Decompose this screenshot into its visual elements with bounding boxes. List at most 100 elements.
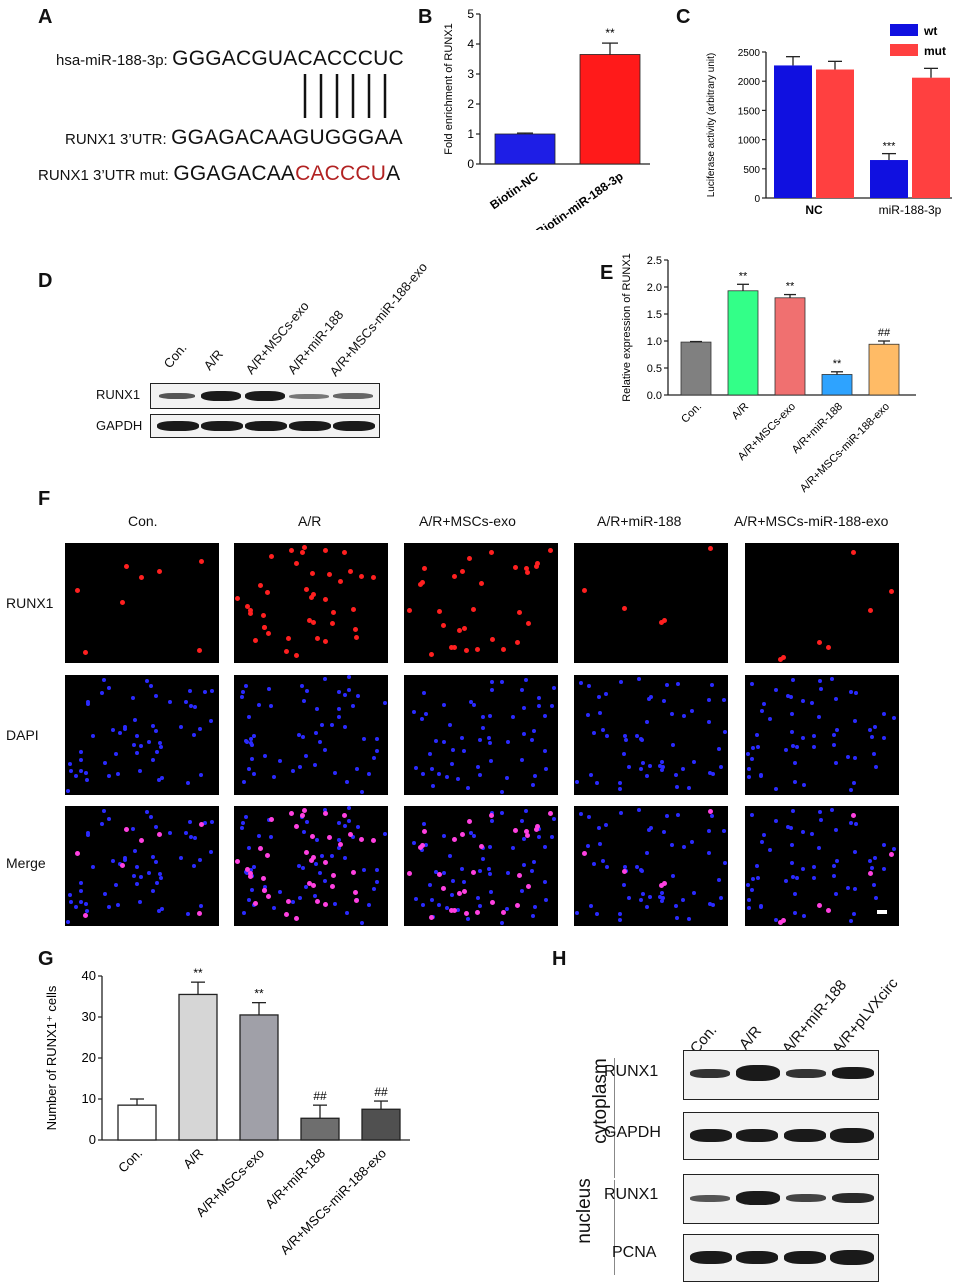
cell-dot xyxy=(429,651,435,657)
nucleus-dot xyxy=(249,867,254,872)
nucleus-dot xyxy=(675,916,680,921)
nucleus-dot xyxy=(480,715,485,720)
nucleus-dot xyxy=(747,905,752,910)
nucleus-dot xyxy=(817,810,822,815)
nucleus-dot xyxy=(817,714,822,719)
y-axis-label: Number of RUNX1⁺ cells xyxy=(44,985,59,1130)
nucleus-dot xyxy=(751,745,756,750)
nucleus-dot xyxy=(488,844,493,849)
cell-dot xyxy=(582,587,588,593)
cell-dot xyxy=(466,819,472,825)
bar xyxy=(870,160,908,198)
nucleus-dot xyxy=(692,759,697,764)
nucleus-dot xyxy=(301,865,306,870)
nucleus-dot xyxy=(450,893,455,898)
cell-dot xyxy=(816,639,822,645)
nucleus-dot xyxy=(575,910,580,915)
y-tick-label: 1500 xyxy=(738,106,761,117)
nucleus-dot xyxy=(873,765,878,770)
nucleus-dot xyxy=(133,848,138,853)
nucleus-dot xyxy=(242,779,247,784)
nucleus-dot xyxy=(521,706,526,711)
nucleus-dot xyxy=(790,808,795,813)
nucleus-dot xyxy=(317,870,322,875)
nucleus-dot xyxy=(604,733,609,738)
nucleus-dot xyxy=(362,736,367,741)
nucleus-dot xyxy=(178,724,183,729)
y-tick-label: 1.5 xyxy=(647,309,662,321)
x-tick-label: NC xyxy=(805,203,823,217)
nucleus-dot xyxy=(670,843,675,848)
nucleus-dot xyxy=(462,749,467,754)
nucleus-dot xyxy=(786,693,791,698)
nucleus-dot xyxy=(323,676,328,681)
cell-dot xyxy=(475,910,481,915)
cell-dot xyxy=(75,850,81,856)
cell-dot xyxy=(300,812,306,818)
lane-label: A/R xyxy=(735,1022,766,1053)
x-tick-label: A/R+MSCs-miR-188-exo xyxy=(798,401,892,495)
nucleus-dot xyxy=(130,695,135,700)
nucleus-dot xyxy=(627,764,632,769)
nucleus-dot xyxy=(811,734,816,739)
cell-dot xyxy=(517,873,523,879)
nucleus-dot xyxy=(304,885,309,890)
cell-dot xyxy=(252,900,258,906)
nucleus-dot xyxy=(537,695,542,700)
cell-dot xyxy=(406,870,412,876)
nucleus-dot xyxy=(603,692,608,697)
nucleus-dot xyxy=(444,775,449,780)
nucleus-dot xyxy=(812,876,817,881)
seq-label: RUNX1 3’UTR mut: xyxy=(38,167,169,184)
nucleus-dot xyxy=(551,686,556,691)
nucleus-dot xyxy=(103,761,108,766)
nucleus-dot xyxy=(759,708,764,713)
nucleus-dot xyxy=(420,903,425,908)
nucleus-dot xyxy=(722,698,727,703)
nucleus-dot xyxy=(414,765,419,770)
nucleus-dot xyxy=(830,677,835,682)
nucleus-dot xyxy=(304,754,309,759)
nucleus-dot xyxy=(747,767,751,772)
nucleus-dot xyxy=(271,906,276,911)
nucleus-dot xyxy=(192,704,197,709)
nucleus-dot xyxy=(68,892,73,897)
nucleus-dot xyxy=(444,906,449,911)
nucleus-dot xyxy=(84,909,89,914)
cell-dot xyxy=(288,810,294,816)
nucleus-dot xyxy=(157,871,162,876)
nucleus-dot xyxy=(722,861,727,866)
nucleus-dot xyxy=(579,812,584,817)
cell-dot xyxy=(459,568,465,574)
cell-dot xyxy=(262,625,268,631)
nucleus-dot xyxy=(801,736,806,741)
nucleus-dot xyxy=(412,710,417,715)
nucleus-dot xyxy=(151,889,156,894)
cell-dot xyxy=(534,564,540,570)
cell-dot xyxy=(261,612,267,618)
nucleus-dot xyxy=(793,780,798,785)
nucleus-dot xyxy=(523,808,528,813)
cell-dot xyxy=(247,871,253,877)
nucleus-dot xyxy=(247,898,252,903)
nucleus-dot xyxy=(636,676,641,681)
nucleus-dot xyxy=(618,811,623,816)
cell-dot xyxy=(196,910,202,916)
significance-label: ** xyxy=(786,281,795,293)
nucleus-dot xyxy=(151,758,156,763)
nucleus-dot xyxy=(114,882,119,887)
cell-dot xyxy=(311,882,317,888)
nucleus-dot xyxy=(523,677,528,682)
cell-dot xyxy=(851,549,857,555)
nucleus-dot xyxy=(549,703,554,708)
nucleus-dot xyxy=(102,809,107,814)
nucleus-dot xyxy=(589,903,594,908)
nucleus-dot xyxy=(107,905,112,909)
nucleus-dot xyxy=(674,903,679,908)
nucleus-dot xyxy=(488,871,493,876)
nucleus-dot xyxy=(490,688,495,693)
nucleus-dot xyxy=(375,867,380,872)
nucleus-dot xyxy=(794,745,799,750)
nucleus-dot xyxy=(662,829,667,834)
seq-tail: A xyxy=(386,162,401,185)
